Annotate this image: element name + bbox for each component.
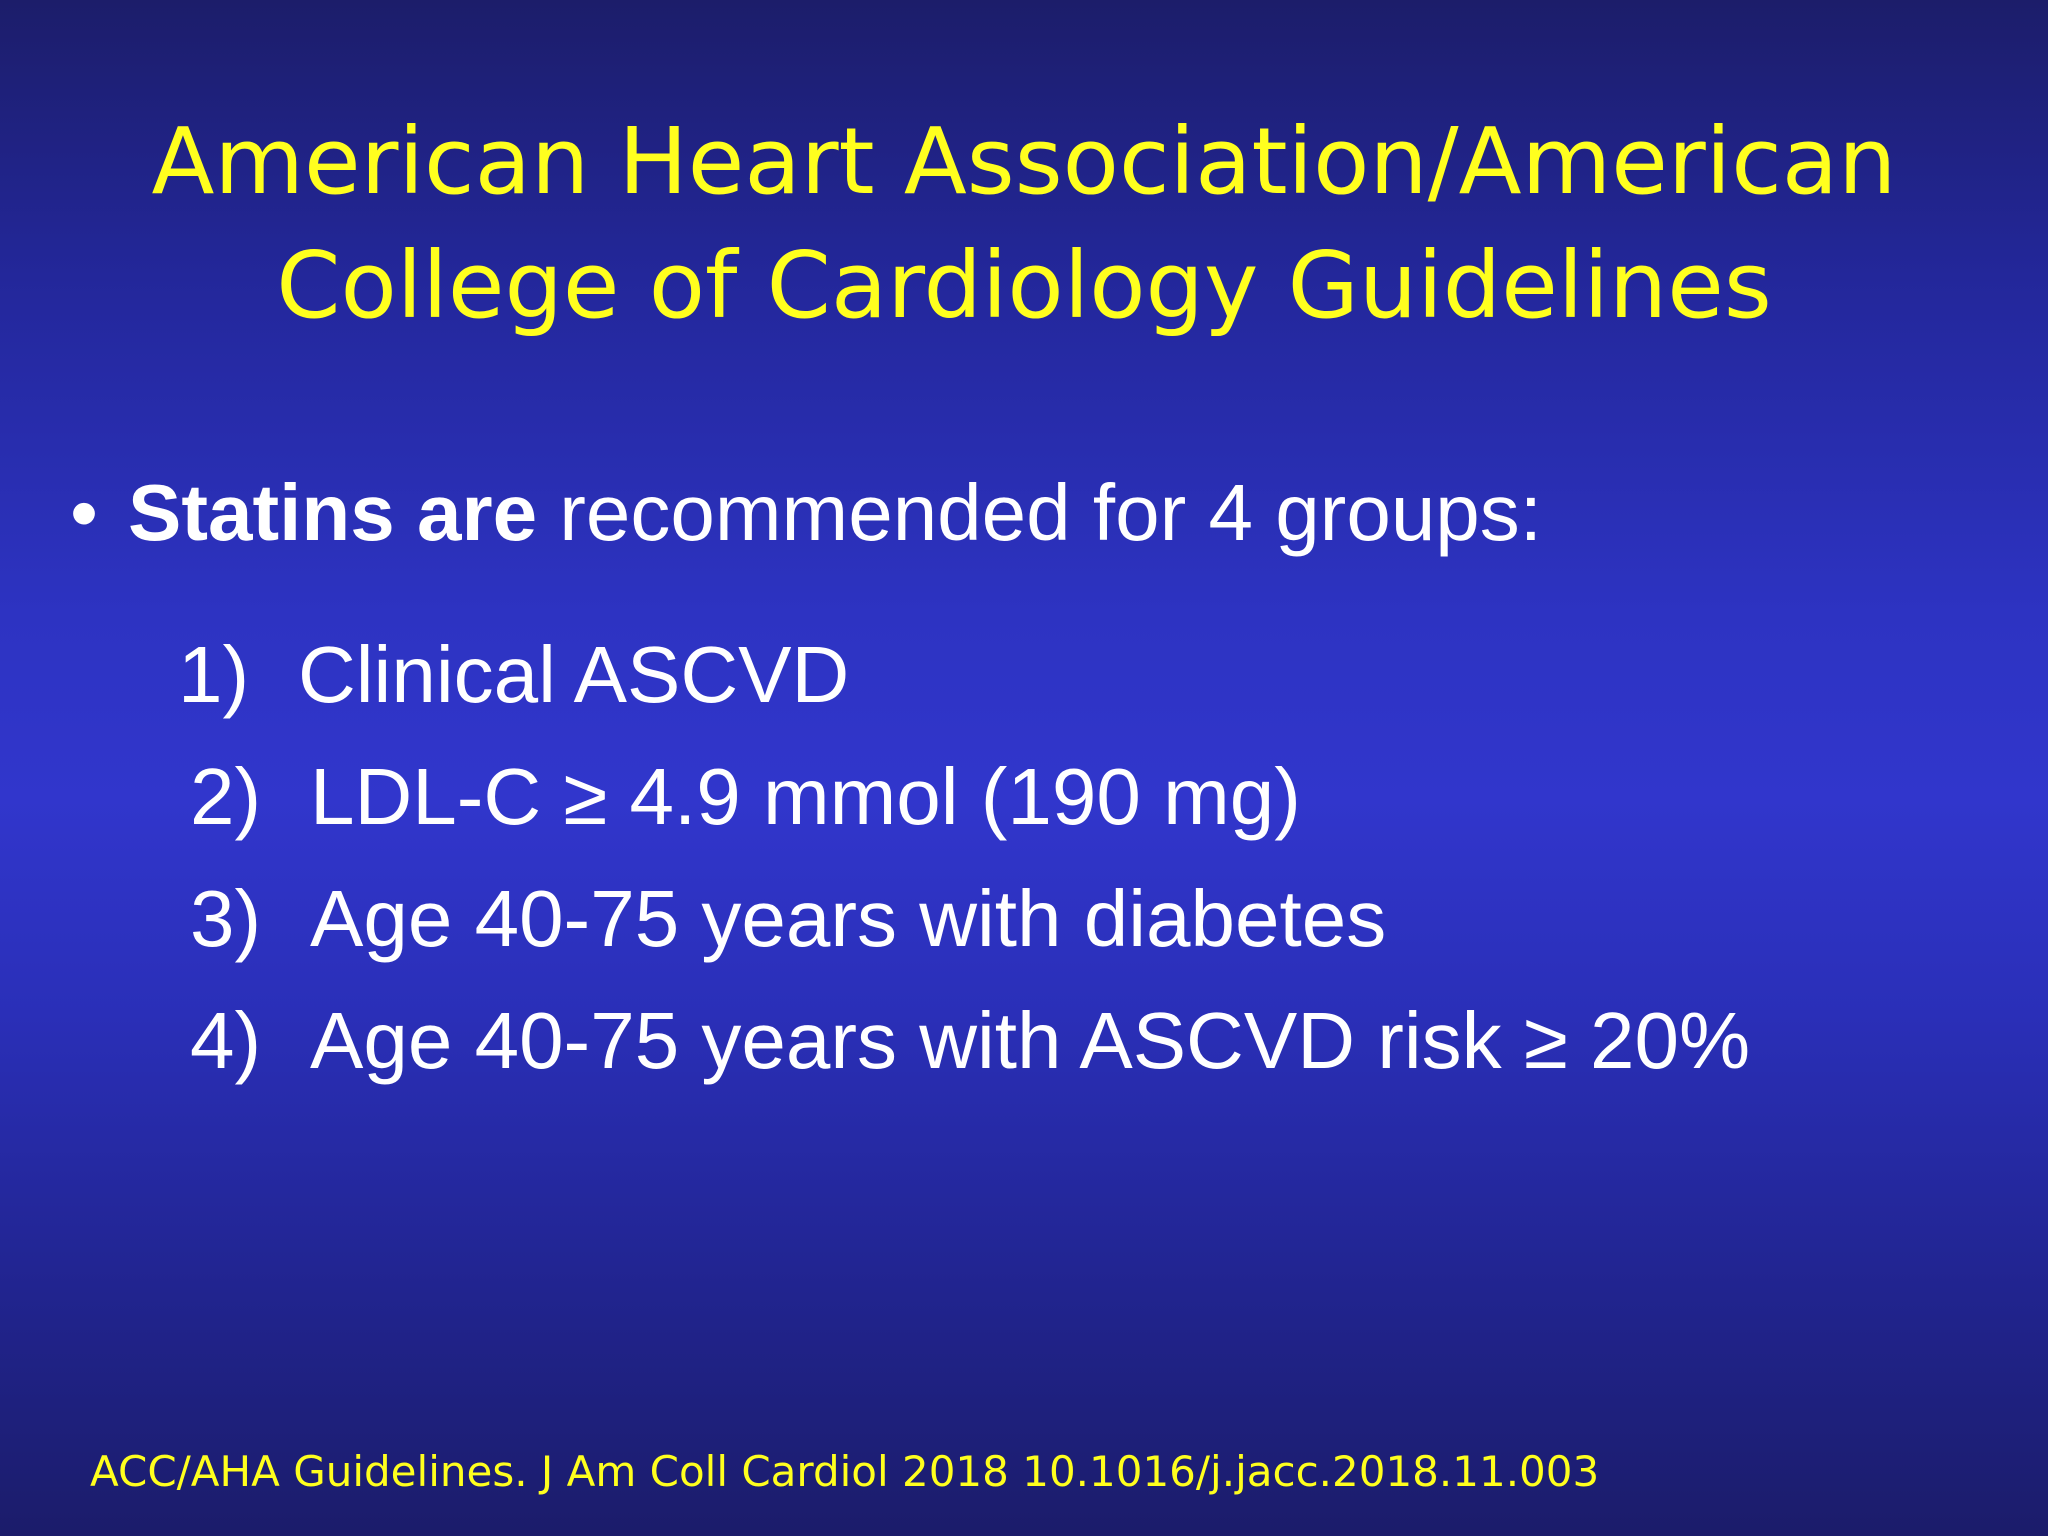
list-item-text: Age 40-75 years with ASCVD risk ≥ 20% bbox=[310, 996, 1751, 1085]
list-item-text: Clinical ASCVD bbox=[298, 630, 850, 719]
list-item: 4) Age 40-75 years with ASCVD risk ≥ 20% bbox=[178, 996, 1750, 1118]
list-item-number: 3) bbox=[190, 874, 262, 963]
list-item-number: 4) bbox=[190, 996, 262, 1085]
list-item-number: 2) bbox=[190, 752, 262, 841]
groups-list: 1) Clinical ASCVD 2) LDL-C ≥ 4.9 mmol (190… bbox=[178, 630, 1750, 1118]
slide-title: American Heart Association/American Coll… bbox=[0, 100, 2048, 348]
list-item: 1) Clinical ASCVD bbox=[178, 630, 1750, 752]
bullet-statins: • Statins are recommended for 4 groups: bbox=[70, 468, 1542, 558]
title-line-2: College of Cardiology Guidelines bbox=[276, 232, 1772, 339]
list-item: 2) LDL-C ≥ 4.9 mmol (190 mg) bbox=[178, 752, 1750, 874]
bullet-bold-text: Statins are bbox=[128, 468, 538, 557]
list-item-number: 1) bbox=[178, 630, 250, 719]
title-line-1: American Heart Association/American bbox=[151, 108, 1897, 215]
bullet-marker: • bbox=[70, 468, 99, 557]
list-item-text: Age 40-75 years with diabetes bbox=[310, 874, 1387, 963]
citation: ACC/AHA Guidelines. J Am Coll Cardiol 20… bbox=[90, 1447, 1600, 1496]
list-item: 3) Age 40-75 years with diabetes bbox=[178, 874, 1750, 996]
list-item-text: LDL-C ≥ 4.9 mmol (190 mg) bbox=[310, 752, 1301, 841]
bullet-regular-text: recommended for 4 groups: bbox=[537, 468, 1543, 557]
